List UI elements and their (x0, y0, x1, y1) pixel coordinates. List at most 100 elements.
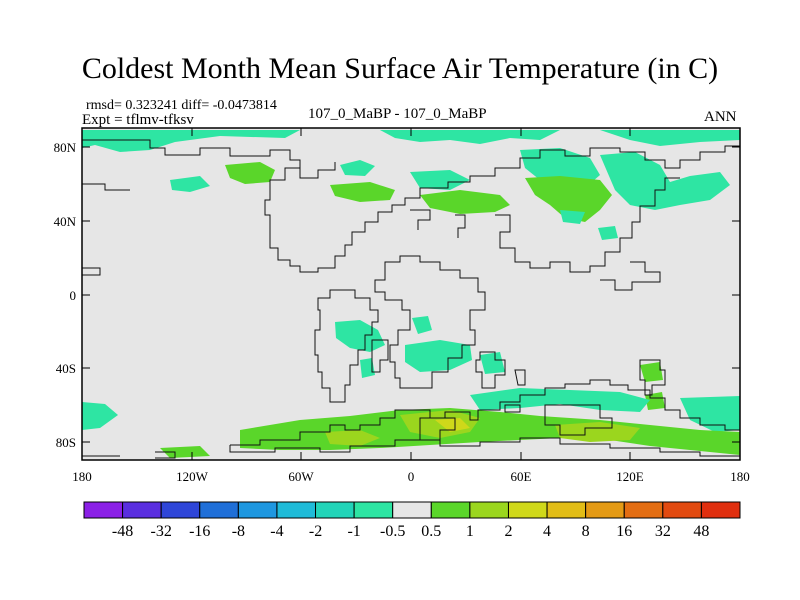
anomaly-patch (340, 160, 375, 176)
colorbar-swatch (430, 501, 471, 519)
coastline (600, 261, 661, 291)
coastline (639, 359, 666, 396)
colorbar: -48 -32 -16 -8 -4 -2 -1 -0.5 0.5 1 2 4 8 16 32 48 (83, 501, 741, 540)
colorbar-swatch (507, 501, 548, 519)
colorbar-swatch (237, 501, 278, 519)
lat-label: 80N (54, 140, 77, 155)
colorbar-label: 8 (582, 523, 590, 540)
coastline (82, 183, 130, 191)
colorbar-label: -2 (309, 523, 322, 540)
coastline (374, 255, 486, 389)
comparison-label: 107_0_MaBP - 107_0_MaBP (308, 106, 487, 122)
coastline (514, 369, 526, 386)
stats-label: rmsd= 0.323241 diff= -0.0473814 (86, 98, 277, 113)
anomaly-patch (170, 176, 210, 192)
coastline (82, 267, 101, 276)
longitude-axis: 180 120W 60W 0 60E 120E 180 (72, 128, 750, 484)
colorbar-swatch (392, 501, 432, 519)
anomaly-field (82, 130, 740, 458)
anomaly-patch (560, 210, 585, 224)
colorbar-label: -8 (232, 523, 245, 540)
season-label: ANN (704, 109, 737, 125)
lat-label: 40S (56, 361, 76, 376)
colorbar-label: 4 (543, 523, 551, 540)
anomaly-patch (380, 130, 560, 144)
colorbar-label: 32 (655, 523, 671, 540)
anomaly-patch (330, 182, 395, 202)
coastline (410, 209, 431, 230)
lon-label: 0 (408, 469, 415, 484)
lat-label: 40N (54, 214, 77, 229)
anomaly-patch (480, 352, 505, 374)
coastline (419, 417, 456, 441)
colorbar-swatch (469, 501, 509, 519)
anomaly-patch (598, 226, 618, 240)
coastline (475, 351, 506, 389)
colorbar-swatch (315, 501, 355, 519)
colorbar-label: -32 (151, 523, 172, 540)
coastline (495, 177, 680, 273)
coastline (229, 437, 740, 457)
colorbar-swatch (199, 501, 239, 519)
latitude-axis: 80N 40N 0 40S 80S (54, 140, 740, 450)
anomaly-patch (412, 316, 432, 334)
colorbar-swatch (662, 501, 702, 519)
lon-label: 120E (616, 469, 644, 484)
colorbar-label: 2 (504, 523, 512, 540)
colorbar-label: 1 (466, 523, 474, 540)
coastline (371, 339, 389, 373)
lon-label: 60E (511, 469, 532, 484)
colorbar-label: -0.5 (380, 523, 405, 540)
anomaly-patch (82, 130, 300, 152)
anomaly-patch (360, 358, 375, 378)
coastline (455, 214, 466, 238)
anomaly-patch (420, 190, 510, 214)
colorbar-swatch (160, 501, 201, 519)
figure-title: Coldest Month Mean Surface Air Temperatu… (81, 52, 719, 85)
coastline (230, 379, 740, 446)
lon-label: 120W (176, 469, 209, 484)
anomaly-patch (325, 430, 380, 446)
anomaly-patch (600, 130, 740, 146)
colorbar-swatch (353, 501, 394, 519)
colorbar-label: -4 (270, 523, 283, 540)
anomaly-patch (555, 422, 640, 442)
anomaly-patch (160, 446, 210, 458)
lon-label: 60W (288, 469, 314, 484)
anomaly-patch (405, 340, 472, 372)
colorbar-label: 48 (693, 523, 709, 540)
coastline (504, 404, 521, 413)
anomaly-patch (82, 402, 118, 430)
coastline (299, 162, 336, 179)
anomaly-patch (680, 396, 740, 432)
colorbar-label: 0.5 (421, 523, 441, 540)
coastline (82, 139, 740, 273)
coastlines (82, 139, 740, 459)
colorbar-swatch (585, 501, 625, 519)
lon-label: 180 (72, 469, 92, 484)
lon-label: 180 (730, 469, 750, 484)
colorbar-swatch (276, 501, 317, 519)
colorbar-label: -1 (347, 523, 360, 540)
colorbar-label: -16 (189, 523, 210, 540)
colorbar-swatch (83, 501, 124, 519)
colorbar-swatch (700, 501, 741, 519)
lat-label: 0 (70, 288, 77, 303)
anomaly-patch (525, 176, 612, 222)
anomaly-patch (410, 170, 470, 190)
lat-label: 80S (56, 435, 76, 450)
anomaly-patch (435, 418, 470, 432)
colorbar-swatch (623, 501, 664, 519)
colorbar-swatch (122, 501, 162, 519)
experiment-label: Expt = tflmv-tfksv (82, 112, 194, 128)
colorbar-label: -48 (112, 523, 133, 540)
colorbar-swatch (546, 501, 587, 519)
anomaly-patch (470, 388, 650, 412)
coastline (155, 451, 176, 459)
anomaly-patch (640, 362, 663, 382)
colorbar-label: 16 (616, 523, 632, 540)
coastline (314, 289, 379, 403)
coastline (544, 404, 613, 436)
anomaly-patch (225, 162, 275, 184)
